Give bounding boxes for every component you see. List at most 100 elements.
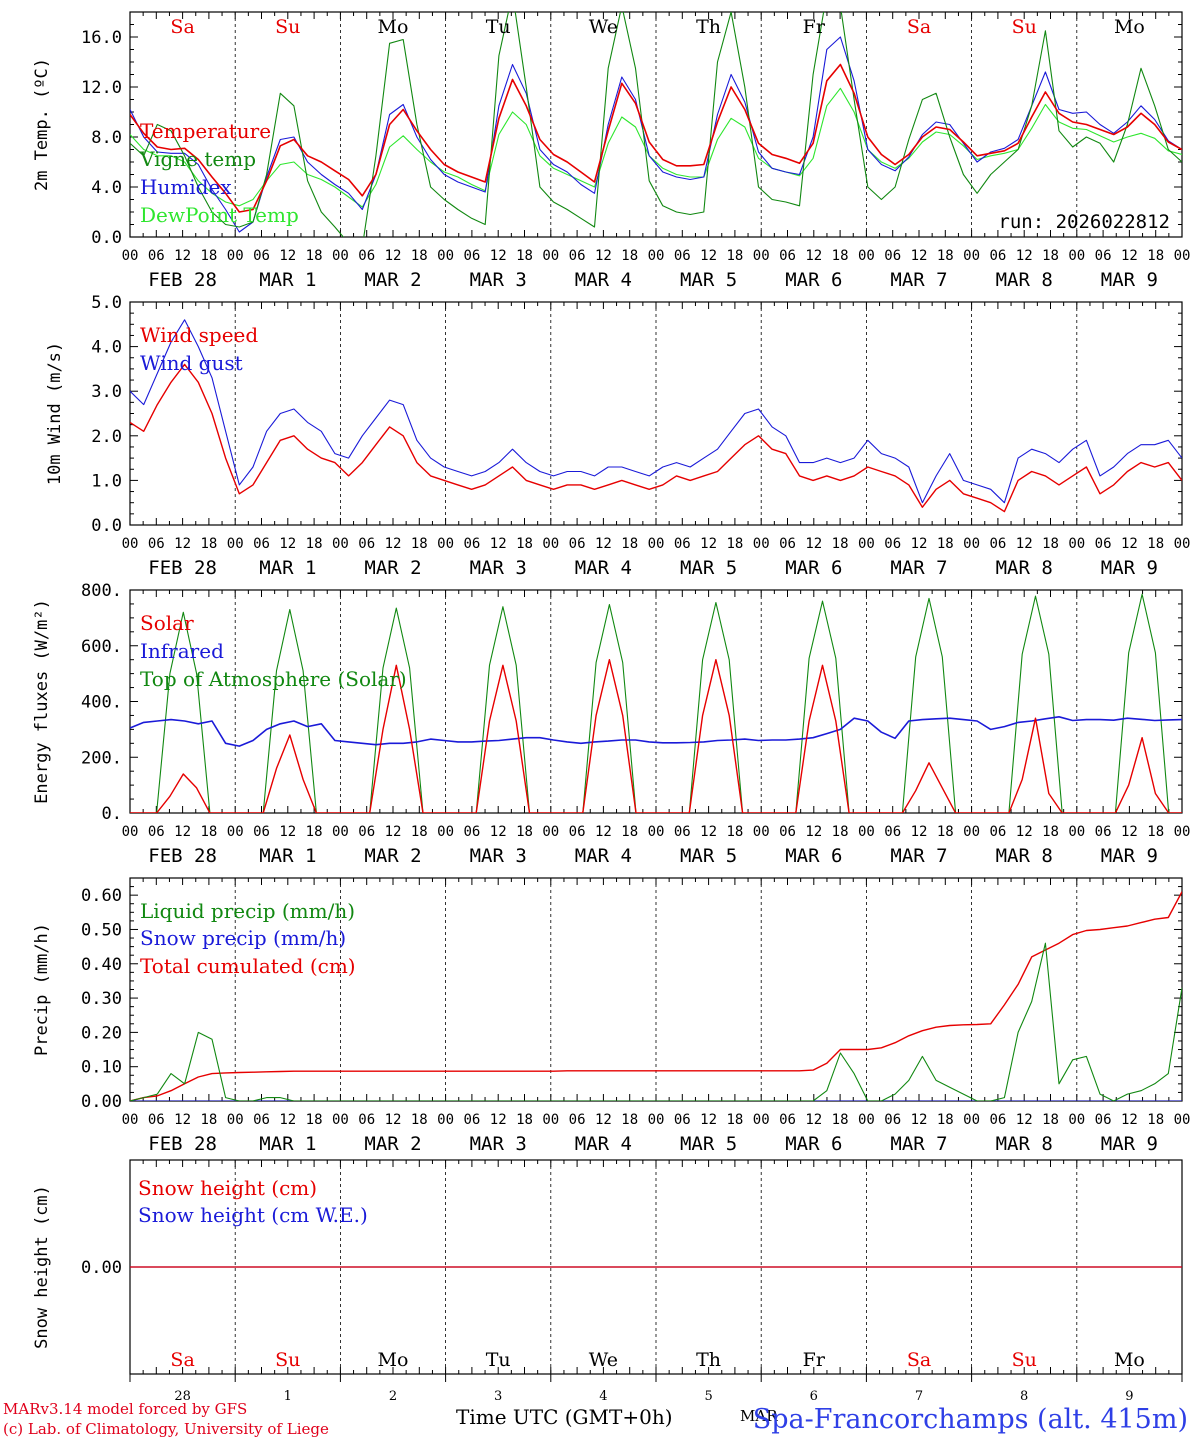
legend-entry: Infrared [140, 639, 224, 663]
hour-tick-label: 18 [411, 824, 428, 840]
hour-tick-label: 18 [411, 1112, 428, 1128]
hour-tick-label: 06 [674, 248, 691, 264]
date-label: MAR 2 [364, 845, 421, 867]
hour-tick-label: 12 [595, 536, 612, 552]
hour-tick-label: 00 [437, 248, 454, 264]
day-number-label: 8 [1020, 1389, 1028, 1404]
hour-tick-label: 18 [306, 824, 323, 840]
date-label: MAR 3 [470, 557, 527, 579]
hour-tick-label: 00 [437, 536, 454, 552]
hour-tick-label: 12 [279, 1112, 296, 1128]
day-of-week-label: Th [696, 16, 721, 38]
series-line-top-of-atmosphere-solar- [130, 593, 1182, 813]
day-of-week-label: Mo [1114, 16, 1145, 38]
hour-tick-label: 06 [1095, 536, 1112, 552]
hour-tick-label: 00 [1068, 248, 1085, 264]
y-tick-label: 400. [81, 693, 122, 713]
hour-tick-label: 12 [1121, 248, 1138, 264]
date-label: MAR 1 [259, 269, 316, 291]
hour-tick-label: 06 [989, 1112, 1006, 1128]
hour-tick-label: 00 [1174, 1112, 1191, 1128]
y-axis-label: Snow height (cm) [32, 1185, 52, 1349]
date-label: FEB 28 [148, 1133, 217, 1155]
hour-tick-label: 12 [490, 1112, 507, 1128]
date-label: MAR 7 [890, 845, 947, 867]
hour-tick-label: 18 [200, 824, 217, 840]
hour-tick-label: 18 [621, 824, 638, 840]
y-tick-label: 0.00 [81, 1258, 122, 1278]
hour-tick-label: 06 [674, 536, 691, 552]
legend-entry: Solar [140, 611, 194, 635]
hour-tick-label: 06 [253, 1112, 270, 1128]
hour-tick-label: 18 [516, 248, 533, 264]
footer: MARv3.14 model forced by GFS (c) Lab. of … [3, 1400, 1188, 1438]
hour-tick-label: 18 [306, 536, 323, 552]
hour-tick-label: 06 [569, 1112, 586, 1128]
day-number-label: 5 [704, 1389, 712, 1404]
date-label: MAR 9 [1101, 269, 1158, 291]
date-label: MAR 7 [890, 1133, 947, 1155]
y-tick-label: 0.0 [91, 228, 122, 248]
hour-tick-label: 18 [200, 1112, 217, 1128]
y-tick-label: 5.0 [91, 293, 122, 313]
hour-tick-label: 00 [858, 536, 875, 552]
day-number-label: 7 [915, 1389, 923, 1404]
y-axis-label: 2m Temp. (ºC) [32, 58, 52, 191]
hour-tick-label: 06 [148, 248, 165, 264]
date-label: FEB 28 [148, 845, 217, 867]
date-label: MAR 8 [996, 269, 1053, 291]
hour-tick-label: 00 [122, 1112, 139, 1128]
day-number-label: 6 [810, 1389, 818, 1404]
hour-tick-label: 06 [779, 1112, 796, 1128]
day-of-week-label: We [589, 16, 618, 38]
hour-tick-label: 12 [595, 824, 612, 840]
day-of-week-label: Mo [378, 1349, 409, 1371]
date-label: MAR 4 [575, 557, 632, 579]
hour-tick-label: 00 [858, 1112, 875, 1128]
hour-tick-label: 06 [1095, 248, 1112, 264]
hour-tick-label: 12 [490, 824, 507, 840]
hour-tick-label: 00 [753, 824, 770, 840]
date-label: MAR 5 [680, 269, 737, 291]
hour-tick-label: 12 [700, 536, 717, 552]
hour-tick-label: 06 [989, 248, 1006, 264]
hour-tick-label: 06 [884, 1112, 901, 1128]
station-title: Spa-Francorchamps (alt. 415m) [753, 1404, 1188, 1435]
day-number-label: 2 [389, 1389, 397, 1404]
legend-entry: DewPoint Temp [140, 203, 299, 227]
hour-tick-label: 18 [1042, 248, 1059, 264]
hour-tick-label: 12 [700, 1112, 717, 1128]
hour-tick-label: 00 [227, 536, 244, 552]
date-label: MAR 6 [785, 269, 842, 291]
hour-tick-label: 18 [1042, 1112, 1059, 1128]
date-label: MAR 8 [996, 1133, 1053, 1155]
date-label: MAR 7 [890, 269, 947, 291]
legend-entry: Snow height (cm) [138, 1176, 317, 1200]
y-tick-label: 0.50 [81, 920, 122, 940]
hour-tick-label: 18 [937, 1112, 954, 1128]
hour-tick-label: 00 [122, 248, 139, 264]
hour-tick-label: 12 [805, 536, 822, 552]
y-tick-label: 3.0 [91, 382, 122, 402]
hour-tick-label: 00 [1174, 248, 1191, 264]
hour-tick-label: 12 [385, 536, 402, 552]
panel-flux: 0. 200. 400. 600. 800. Energy fluxes (W/m²) So… [32, 581, 1190, 867]
date-label: MAR 1 [259, 1133, 316, 1155]
hour-tick-label: 12 [1121, 536, 1138, 552]
y-axis-label: Precip (mm/h) [32, 923, 52, 1056]
hour-tick-label: 18 [621, 536, 638, 552]
hour-tick-label: 12 [1016, 248, 1033, 264]
hour-tick-label: 06 [253, 824, 270, 840]
hour-tick-label: 06 [989, 536, 1006, 552]
y-tick-label: 0.0 [91, 516, 122, 536]
y-axis-label: 10m Wind (m/s) [45, 342, 65, 485]
date-label: MAR 6 [785, 557, 842, 579]
day-of-week-label: Fr [803, 1349, 826, 1371]
hour-tick-label: 12 [911, 536, 928, 552]
series-line-vigne-temp [130, 12, 1182, 237]
plot-frame [129, 301, 1183, 526]
panel-precip: 0.00 0.10 0.20 0.30 0.40 0.50 0.60 Precip (mm/h… [32, 877, 1191, 1155]
hour-tick-label: 00 [1174, 536, 1191, 552]
date-label: MAR 6 [785, 845, 842, 867]
hour-tick-label: 00 [332, 824, 349, 840]
